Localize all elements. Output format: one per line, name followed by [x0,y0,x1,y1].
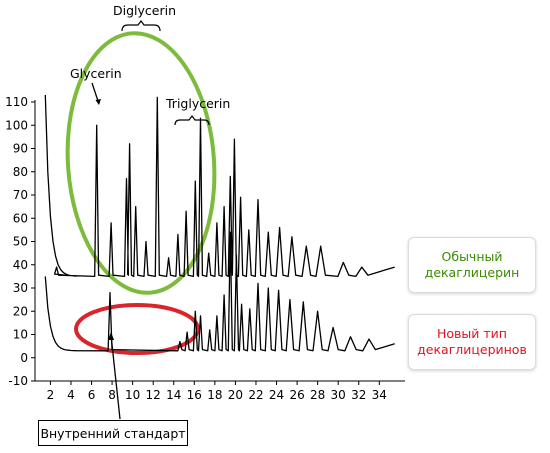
diglycerin-brace [121,20,161,32]
internal-standard-highlight-ellipse [74,303,200,355]
internal-standard-arrow [110,334,121,420]
glycerin-label: Glycerin [70,66,122,81]
y-tick-label: 40 [13,258,28,272]
x-tick-label: 10 [125,388,140,402]
y-tick-label: 10 [13,328,28,342]
y-tick-label: 70 [13,188,28,202]
x-tick-label: 28 [310,388,325,402]
x-tick-label: 12 [146,388,161,402]
x-tick-label: 18 [207,388,222,402]
legend-new-decaglycerin: Новый тип декаглицеринов [408,314,536,370]
x-tick-label: 4 [67,388,75,402]
highlight-ellipses [65,31,217,355]
diglycerin-label: Diglycerin [113,3,176,18]
y-tick-label: 80 [13,165,28,179]
x-tick-label: 24 [269,388,284,402]
x-tick-label: 34 [372,388,387,402]
triglycerin-brace [174,115,210,126]
legend-regular-line1: Обычный [441,249,503,264]
chart-annotations: Glycerin Diglycerin Triglycerin [70,3,230,420]
internal-standard-callout: Внутренний стандарт [38,420,188,446]
x-tick-label: 26 [289,388,304,402]
legend-regular-decaglycerin: Обычный декаглицерин [408,237,536,293]
x-tick-label: 14 [166,388,181,402]
y-tick-label: 30 [13,281,28,295]
x-tick-label: 16 [187,388,202,402]
x-tick-label: 20 [228,388,243,402]
legend-new-line1: Новый тип [437,326,507,341]
new-decaglycerin-trace [44,231,395,352]
y-tick-label: 20 [13,304,28,318]
triglycerin-label: Triglycerin [165,96,230,111]
x-tick-label: 22 [248,388,263,402]
y-tick-label: 50 [13,235,28,249]
internal-standard-arrow-head [108,332,114,340]
y-tick-label: 60 [13,211,28,225]
x-tick-label: 6 [88,388,96,402]
y-tick-label: 110 [5,95,28,109]
x-tick-label: 30 [331,388,346,402]
y-tick-label: 100 [5,118,28,132]
regular-decaglycerin-trace [44,94,395,278]
legend-new-line2: декаглицеринов [417,342,527,357]
chromatogram-traces [44,94,395,352]
x-tick-label: 2 [47,388,55,402]
glycerin-arrow-head [95,99,101,105]
y-tick-label: 0 [20,351,28,365]
x-tick-label: 8 [108,388,116,402]
x-tick-label: 32 [351,388,366,402]
diglycerin-highlight-ellipse [65,31,217,295]
legend-regular-line2: декаглицерин [424,265,520,280]
y-tick-label: 90 [13,142,28,156]
y-tick-label: -10 [8,374,28,388]
